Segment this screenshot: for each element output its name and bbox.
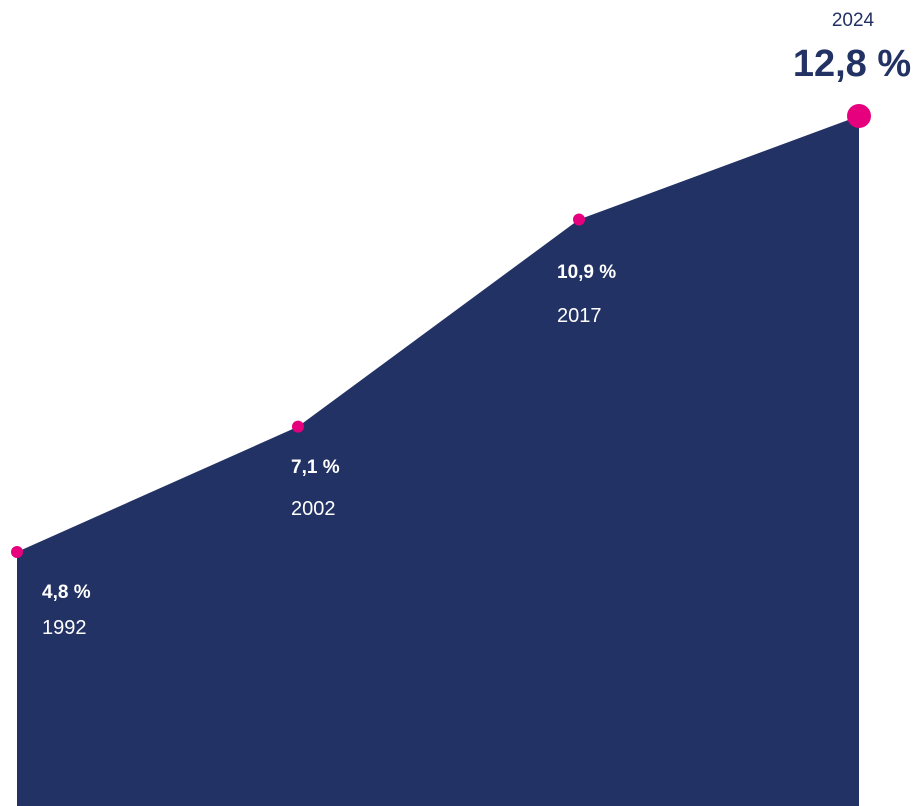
data-label-value-2002: 7,1 % xyxy=(291,457,340,478)
data-label-year-1992: 1992 xyxy=(42,617,87,639)
data-point-marker-2024 xyxy=(847,104,871,128)
data-label-year-2017: 2017 xyxy=(557,305,602,327)
data-point-marker-2002 xyxy=(292,420,304,433)
area-fill xyxy=(17,116,859,806)
data-label-value-1992: 4,8 % xyxy=(42,582,91,603)
data-label-value-2024: 12,8 % xyxy=(793,43,911,85)
data-label-year-2024: 2024 xyxy=(832,10,875,31)
data-point-marker-2017 xyxy=(573,213,585,226)
data-label-year-2002: 2002 xyxy=(291,498,336,520)
data-point-marker-1992 xyxy=(11,546,23,558)
data-label-value-2017: 10,9 % xyxy=(557,262,616,283)
